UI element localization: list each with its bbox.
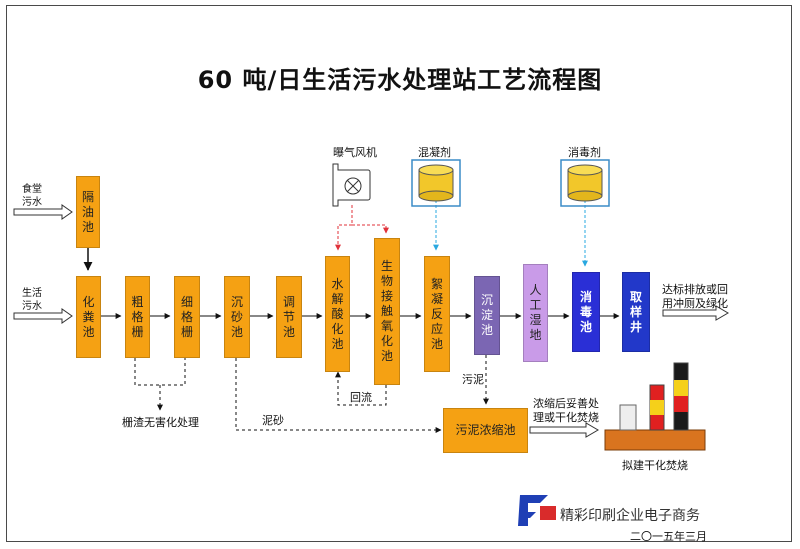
reflux-connector — [335, 371, 387, 406]
disinfectant-tank-icon — [560, 159, 610, 207]
sludge-out-arrow — [529, 422, 599, 438]
grit-sludge-connector — [235, 358, 442, 433]
canteen-wastewater-label: 食堂 污水 — [22, 184, 42, 208]
diagram-frame — [6, 5, 792, 542]
incineration-label: 拟建干化焚烧 — [622, 459, 688, 472]
watermark-text: 精彩印刷企业电子商务 — [560, 508, 700, 524]
domestic-inflow-arrow — [13, 308, 73, 324]
flocculation-reaction-tank: 絮凝反应池 — [424, 256, 450, 372]
company-logo-icon — [518, 495, 556, 526]
equalization-tank: 调节池 — [276, 276, 302, 358]
septic-tank: 化粪池 — [76, 276, 101, 358]
grit-sludge-label: 泥砂 — [262, 414, 284, 427]
aeration-connector — [335, 205, 389, 251]
thickening-disposal-label: 浓缩后妥善处 理或干化焚烧 — [533, 397, 599, 424]
grease-trap: 隔油池 — [76, 176, 100, 248]
constructed-wetland: 人工湿地 — [523, 264, 548, 362]
canteen-inflow-arrow — [13, 204, 73, 220]
outlet-arrow — [662, 305, 729, 321]
diagram-title: 60 吨/日生活污水处理站工艺流程图 — [197, 66, 603, 94]
blower-icon — [332, 163, 371, 207]
incinerator-icon — [604, 362, 706, 451]
sludge-label: 污泥 — [462, 373, 484, 386]
hydrolysis-acidification-tank: 水解酸化池 — [325, 256, 350, 372]
coagulant-tank-icon — [411, 159, 461, 207]
screenings-treatment-label: 栅渣无害化处理 — [122, 416, 199, 429]
grit-chamber: 沉砂池 — [224, 276, 250, 358]
sludge-thickener: 污泥浓缩池 — [443, 408, 528, 453]
screenings-connector — [134, 358, 186, 411]
outlet-label: 达标排放或回 用冲厕及绿化 — [662, 283, 728, 310]
sampling-well: 取样井 — [622, 272, 650, 352]
fine-screen: 细格栅 — [174, 276, 200, 358]
footer-date: 二〇一五年三月 — [630, 530, 707, 543]
coarse-screen: 粗格栅 — [125, 276, 150, 358]
bio-contact-oxidation-tank: 生物接触氧化池 — [374, 238, 400, 385]
blower-label: 曝气风机 — [333, 146, 377, 159]
reflux-label: 回流 — [350, 391, 372, 404]
disinfectant-label: 消毒剂 — [568, 146, 601, 159]
coagulant-label: 混凝剂 — [418, 146, 451, 159]
domestic-wastewater-label: 生活 污水 — [22, 288, 42, 312]
disinfection-tank: 消毒池 — [572, 272, 600, 352]
sedimentation-tank: 沉淀池 — [474, 276, 500, 355]
